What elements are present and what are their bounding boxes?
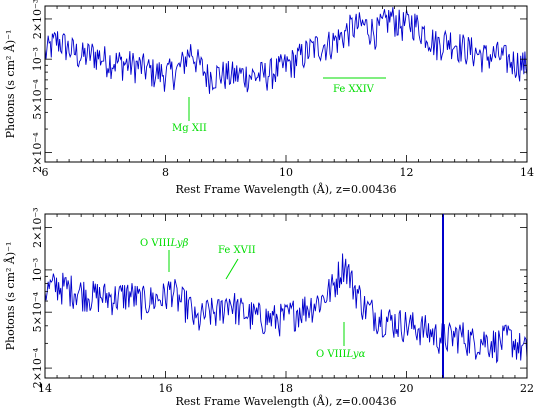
y-tick-label: 2×10⁻⁴ — [31, 132, 44, 173]
panel-top: 6 8 10 12 14 2×10⁻⁴ 5×10⁻⁴ 10⁻³ 2×10⁻³ Rest Fra… — [3, 0, 534, 196]
x-tick-label: 22 — [520, 382, 534, 395]
y-axis-ticks-bottom: 2×10⁻⁴ 5×10⁻⁴ 10⁻³ 2×10⁻³ — [31, 207, 527, 388]
x-tick-label: 16 — [159, 382, 173, 395]
x-tick-label: 6 — [42, 166, 49, 179]
y-tick-label: 2×10⁻³ — [31, 207, 44, 247]
x-tick-label: 12 — [400, 166, 414, 179]
y-tick-label: 10⁻³ — [31, 47, 44, 71]
panel-bottom: 14 16 18 20 22 2×10⁻⁴ 5×10⁻⁴ 10⁻³ 2×10⁻³ Rest F… — [3, 207, 534, 408]
y-tick-label: 5×10⁻⁴ — [31, 291, 44, 332]
o-viii-lya-ion: O VIII — [316, 349, 346, 360]
y-tick-label: 5×10⁻⁴ — [31, 79, 44, 120]
o-viii-lya-label: O VIIILyα — [316, 349, 366, 360]
plot-area-top — [44, 7, 528, 94]
plot-frame-bottom — [44, 213, 528, 379]
y-axis-label-bottom: Photons (s cm² Å)⁻¹ — [3, 242, 17, 351]
x-axis-ticks-top: 6 8 10 12 14 — [42, 6, 534, 179]
fe-xvii-marker-line — [225, 258, 239, 280]
y-tick-label: 2×10⁻⁴ — [31, 347, 44, 388]
y-tick-label: 10⁻³ — [31, 258, 44, 282]
x-tick-label: 14 — [520, 166, 534, 179]
o-viii-lya-transition: Lyα — [345, 349, 365, 360]
o-viii-lyb-label: O VIIILyβ — [140, 238, 189, 249]
plot-frame-top — [44, 5, 528, 163]
x-tick-label: 10 — [279, 166, 293, 179]
x-tick-label: 8 — [162, 166, 169, 179]
spectrum-line-top — [44, 7, 528, 94]
x-tick-label: 20 — [400, 382, 414, 395]
o-viii-lyb-transition: Lyβ — [169, 238, 188, 249]
fe-xxiv-label: Fe XXIV — [333, 84, 375, 95]
x-tick-label: 14 — [38, 382, 52, 395]
spectrum-line-bottom — [44, 253, 528, 364]
x-axis-label-top: Rest Frame Wavelength (Å), z=0.00436 — [175, 182, 396, 196]
x-axis-ticks-bottom: 14 16 18 20 22 — [38, 214, 534, 395]
x-axis-label-bottom: Rest Frame Wavelength (Å), z=0.00436 — [175, 394, 396, 408]
fe-xvii-label: Fe XVII — [218, 245, 256, 256]
y-axis-ticks-top: 2×10⁻⁴ 5×10⁻⁴ 10⁻³ 2×10⁻³ — [31, 0, 527, 173]
mg-xii-label: Mg XII — [172, 123, 207, 134]
y-axis-label-top: Photons (s cm² Å)⁻¹ — [3, 30, 17, 139]
y-tick-label: 2×10⁻³ — [31, 0, 44, 39]
x-tick-label: 18 — [279, 382, 293, 395]
o-viii-lyb-ion: O VIII — [140, 238, 170, 249]
plot-area-bottom — [44, 253, 528, 364]
